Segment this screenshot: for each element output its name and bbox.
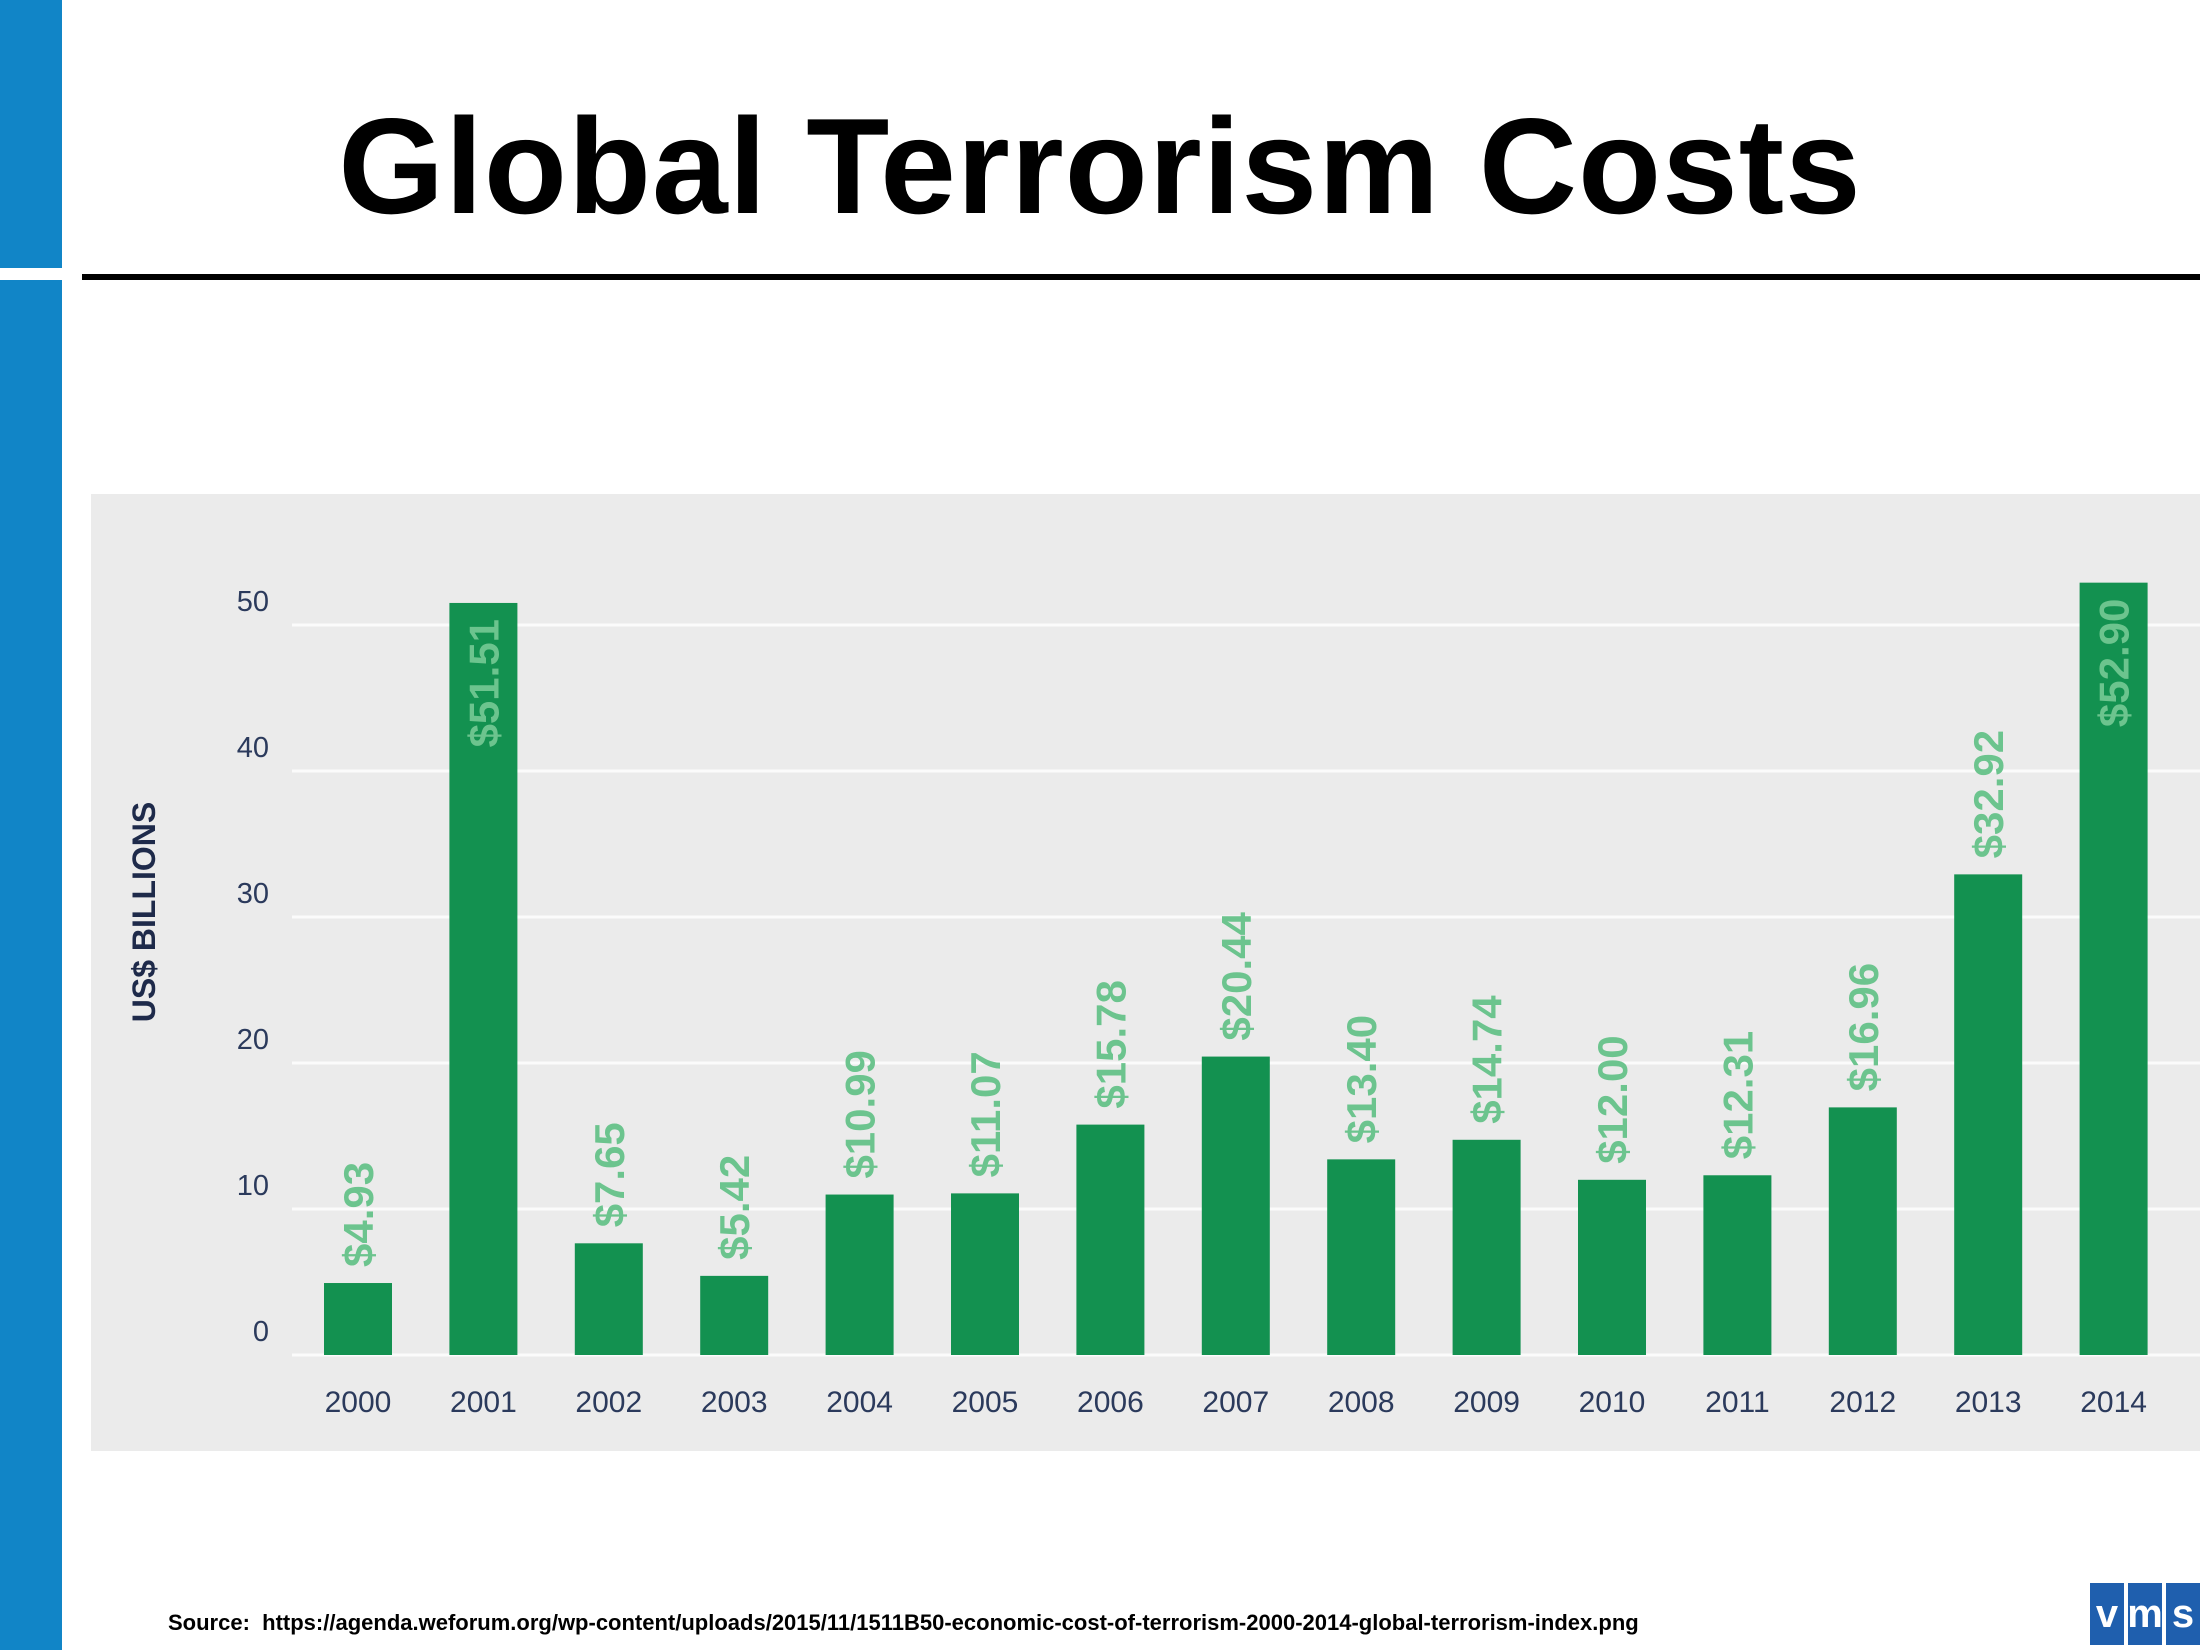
y-tick-label: 10: [237, 1170, 269, 1202]
vms-logo: v m s: [2090, 1583, 2200, 1645]
bar: [1076, 1124, 1145, 1355]
x-tick-label: 2000: [325, 1386, 392, 1419]
y-tick-label: 30: [237, 878, 269, 910]
data-label: $15.78: [1087, 980, 1134, 1108]
bar: [2079, 582, 2148, 1355]
title-divider: [82, 274, 2200, 280]
data-label: $5.42: [711, 1155, 758, 1260]
y-tick-label: 40: [237, 732, 269, 764]
x-tick-label: 2008: [1328, 1386, 1395, 1419]
y-tick-label: 50: [237, 586, 269, 618]
bar: [1327, 1159, 1396, 1355]
bar: [825, 1194, 894, 1355]
x-tick-label: 2004: [826, 1386, 893, 1419]
bar: [449, 602, 518, 1355]
bar: [951, 1193, 1019, 1355]
slide-title: Global Terrorism Costs: [338, 90, 1862, 242]
data-label: $11.07: [962, 1051, 1009, 1177]
x-tick-label: 2013: [1955, 1386, 2022, 1419]
y-tick-label: 0: [253, 1316, 269, 1348]
x-tick-label: 2012: [1829, 1386, 1896, 1419]
data-label: $13.40: [1338, 1015, 1385, 1143]
source-url: https://agenda.weforum.org/wp-content/up…: [262, 1610, 1639, 1635]
accent-bar-top: [0, 0, 62, 268]
data-label: $32.92: [1965, 730, 2012, 858]
data-label: $7.65: [586, 1122, 633, 1227]
data-label: $51.51: [460, 619, 507, 747]
x-tick-label: 2007: [1202, 1386, 1269, 1419]
x-tick-label: 2006: [1077, 1386, 1144, 1419]
x-tick-label: 2001: [450, 1386, 517, 1419]
y-axis-label: US$ BILLIONS: [126, 802, 162, 1022]
x-tick-label: 2014: [2080, 1386, 2147, 1419]
bar: [1201, 1056, 1270, 1355]
bar: [1954, 874, 2023, 1355]
bar: [1452, 1139, 1521, 1355]
x-tick-label: 2003: [701, 1386, 768, 1419]
logo-letter: m: [2127, 1583, 2163, 1645]
data-label: $10.99: [837, 1050, 884, 1178]
x-tick-label: 2005: [952, 1386, 1019, 1419]
x-tick-label: 2010: [1579, 1386, 1646, 1419]
bar: [1578, 1179, 1646, 1355]
accent-bar-bottom: [0, 280, 62, 1650]
data-label: $12.31: [1714, 1031, 1761, 1159]
chart-panel: 0 10 20 30 40 50 US$ BILLIONS 2000 $4.93 2001 $51.…: [91, 494, 2200, 1451]
data-label: $52.90: [2091, 599, 2138, 727]
bar-chart: 0 10 20 30 40 50 US$ BILLIONS 2000 $4.93 2001 $51.…: [126, 582, 2200, 1419]
x-tick-label: 2009: [1453, 1386, 1520, 1419]
bar: [574, 1243, 643, 1355]
data-label: $4.93: [335, 1162, 382, 1267]
data-label: $12.00: [1589, 1035, 1636, 1163]
data-label: $20.44: [1213, 911, 1260, 1040]
bar: [1828, 1107, 1897, 1355]
bar: [1703, 1175, 1772, 1355]
source-label: Source:: [168, 1610, 250, 1635]
data-label: $16.96: [1840, 963, 1887, 1091]
bar: [324, 1283, 392, 1355]
x-tick-label: 2011: [1705, 1386, 1770, 1419]
bar: [700, 1275, 769, 1355]
logo-letter: v: [2090, 1583, 2124, 1645]
source-citation: Source: https://agenda.weforum.org/wp-co…: [168, 1610, 1639, 1636]
y-tick-label: 20: [237, 1024, 269, 1056]
data-label: $14.74: [1464, 995, 1511, 1124]
logo-letter: s: [2166, 1583, 2200, 1645]
x-tick-label: 2002: [575, 1386, 642, 1419]
